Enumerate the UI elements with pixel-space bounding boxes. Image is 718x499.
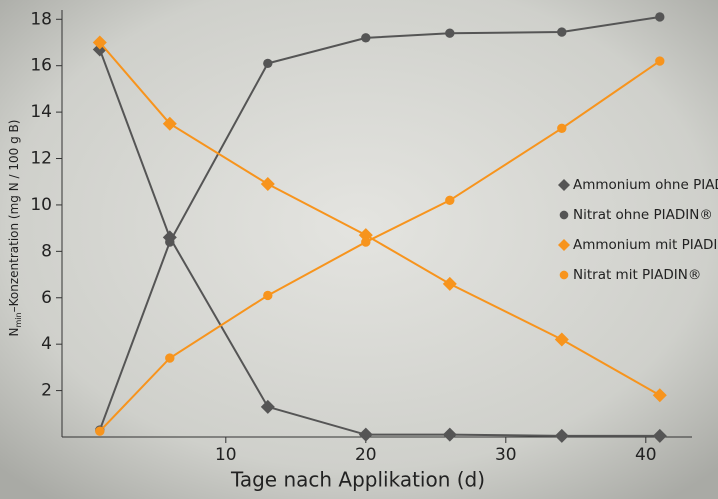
marker-diamond: [162, 116, 177, 131]
marker-circle: [361, 237, 371, 247]
y-tick-label: 12: [30, 149, 52, 169]
y-tick-label: 8: [41, 241, 52, 261]
marker-circle: [559, 210, 569, 220]
y-tick-label: 4: [41, 334, 52, 354]
y-tick-label: 2: [41, 381, 52, 401]
marker-diamond: [92, 35, 107, 50]
marker-circle: [263, 58, 273, 69]
x-tick-label: 20: [355, 445, 377, 465]
y-axis-label: Nmin–Konzentration (mg N / 100 g B): [7, 120, 23, 337]
legend-label: Ammonium ohne PIADIN®: [573, 177, 718, 193]
marker-circle: [559, 270, 569, 280]
marker-circle: [655, 12, 665, 22]
marker-circle: [445, 28, 455, 38]
legend-label: Nitrat ohne PIADIN®: [573, 207, 713, 223]
y-tick-label: 18: [30, 9, 52, 29]
marker-diamond: [442, 427, 457, 442]
marker-circle: [557, 27, 567, 37]
marker-diamond: [558, 179, 570, 191]
y-tick-label: 14: [30, 102, 52, 122]
marker-diamond: [554, 428, 569, 443]
y-label-sub: min: [14, 312, 23, 327]
legend-label: Nitrat mit PIADIN®: [573, 267, 701, 283]
marker-diamond: [442, 276, 457, 291]
marker-circle: [165, 353, 175, 363]
y-tick-label: 16: [30, 56, 52, 76]
y-tick-label: 10: [30, 195, 52, 215]
y-label-rest: –Konzentration (mg N / 100 g B): [7, 120, 21, 313]
marker-diamond: [358, 228, 373, 243]
marker-diamond: [554, 332, 569, 347]
marker-circle: [557, 123, 567, 134]
marker-diamond: [358, 427, 373, 442]
marker-diamond: [652, 388, 667, 403]
marker-circle: [263, 290, 273, 301]
marker-circle: [165, 237, 175, 247]
x-tick-label: 40: [635, 445, 657, 465]
x-axis-label: Tage nach Applikation (d): [230, 468, 485, 492]
x-tick-label: 10: [215, 445, 237, 465]
marker-circle: [445, 195, 455, 205]
legend-label: Ammonium mit PIADIN®: [573, 237, 718, 253]
marker-circle: [361, 33, 371, 43]
marker-diamond: [558, 239, 570, 251]
marker-diamond: [260, 399, 275, 414]
y-label-main: N: [7, 327, 21, 336]
x-tick-label: 30: [495, 445, 517, 465]
marker-diamond: [260, 177, 275, 192]
y-tick-label: 6: [41, 288, 52, 308]
marker-diamond: [652, 428, 667, 443]
marker-circle: [95, 426, 105, 436]
marker-circle: [655, 56, 665, 66]
